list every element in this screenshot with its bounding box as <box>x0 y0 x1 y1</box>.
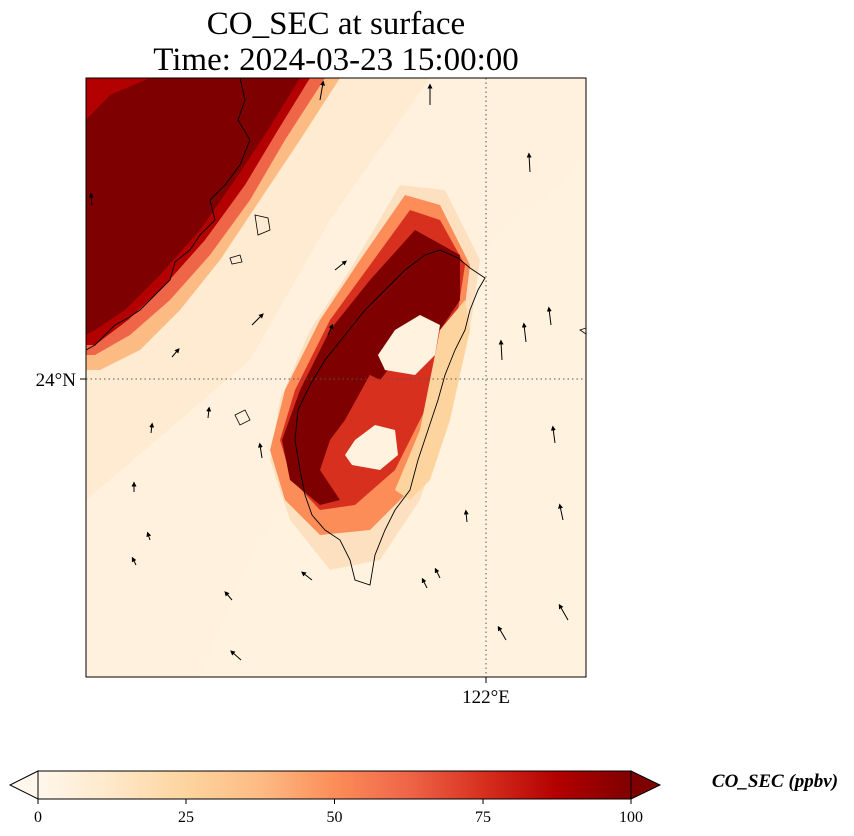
wind-arrow <box>257 442 263 459</box>
wind-arrow <box>319 80 326 101</box>
wind-arrow <box>421 577 428 589</box>
colorbar-tick-label: 100 <box>619 809 643 826</box>
colorbar-tick-label: 75 <box>475 809 491 826</box>
wind-arrow <box>498 339 504 361</box>
plume-band-light-2 <box>86 78 430 500</box>
plume-taiwan-clean-north <box>378 315 440 375</box>
wind-arrow <box>171 348 180 358</box>
map-panel <box>86 78 586 677</box>
map-frame <box>85 77 587 678</box>
wind-arrow <box>149 422 155 434</box>
wind-arrow <box>546 306 552 326</box>
wind-arrow <box>206 406 212 419</box>
colorbar-tick-label: 0 <box>34 809 42 826</box>
wind-arrow <box>88 192 94 206</box>
wind-arrow <box>327 323 334 336</box>
wind-arrow <box>497 625 507 641</box>
colorbar-label: CO_SEC (ppbv) <box>712 771 838 792</box>
tick-label-24n: 24°N <box>36 370 77 391</box>
wind-arrow <box>334 260 347 271</box>
plume-china-inner <box>86 78 300 335</box>
wind-arrow <box>146 531 152 541</box>
wind-arrow <box>558 603 569 621</box>
wind-arrow <box>526 152 532 173</box>
plume-taiwan-clean-south <box>345 425 398 470</box>
wind-arrow <box>301 571 313 581</box>
coastline-small-island <box>579 327 586 335</box>
plume-taiwan-core <box>282 230 460 505</box>
coastline-china-islands <box>229 214 271 426</box>
colorbar-tick-label: 50 <box>327 809 343 826</box>
colorbar-tick-label: 25 <box>178 809 194 826</box>
wind-arrow <box>558 503 564 521</box>
coastline-taiwan <box>294 249 486 586</box>
wind-arrow <box>463 509 469 523</box>
wind-arrow <box>550 425 556 444</box>
map-title: CO_SEC at surface <box>207 6 465 42</box>
map-subtitle-time: Time: 2024-03-23 15:00:00 <box>153 42 518 78</box>
tick-label-122e: 122°E <box>462 687 510 708</box>
wind-arrow <box>251 313 264 326</box>
colorbar-gradient <box>37 770 632 800</box>
colorbar: 0 25 50 75 100 CO_SEC (ppbv) <box>8 770 838 826</box>
wind-arrow <box>224 591 233 601</box>
coastline-china <box>86 78 251 351</box>
wind-arrow <box>131 556 137 566</box>
wind-arrow <box>521 322 527 343</box>
wind-arrow <box>230 650 242 661</box>
colorbar-extend-min <box>8 770 39 800</box>
plume-taiwan-east-strip <box>395 300 470 500</box>
wind-arrow <box>434 567 441 579</box>
wind-vectors <box>88 80 569 661</box>
colorbar-extend-max <box>630 770 662 800</box>
